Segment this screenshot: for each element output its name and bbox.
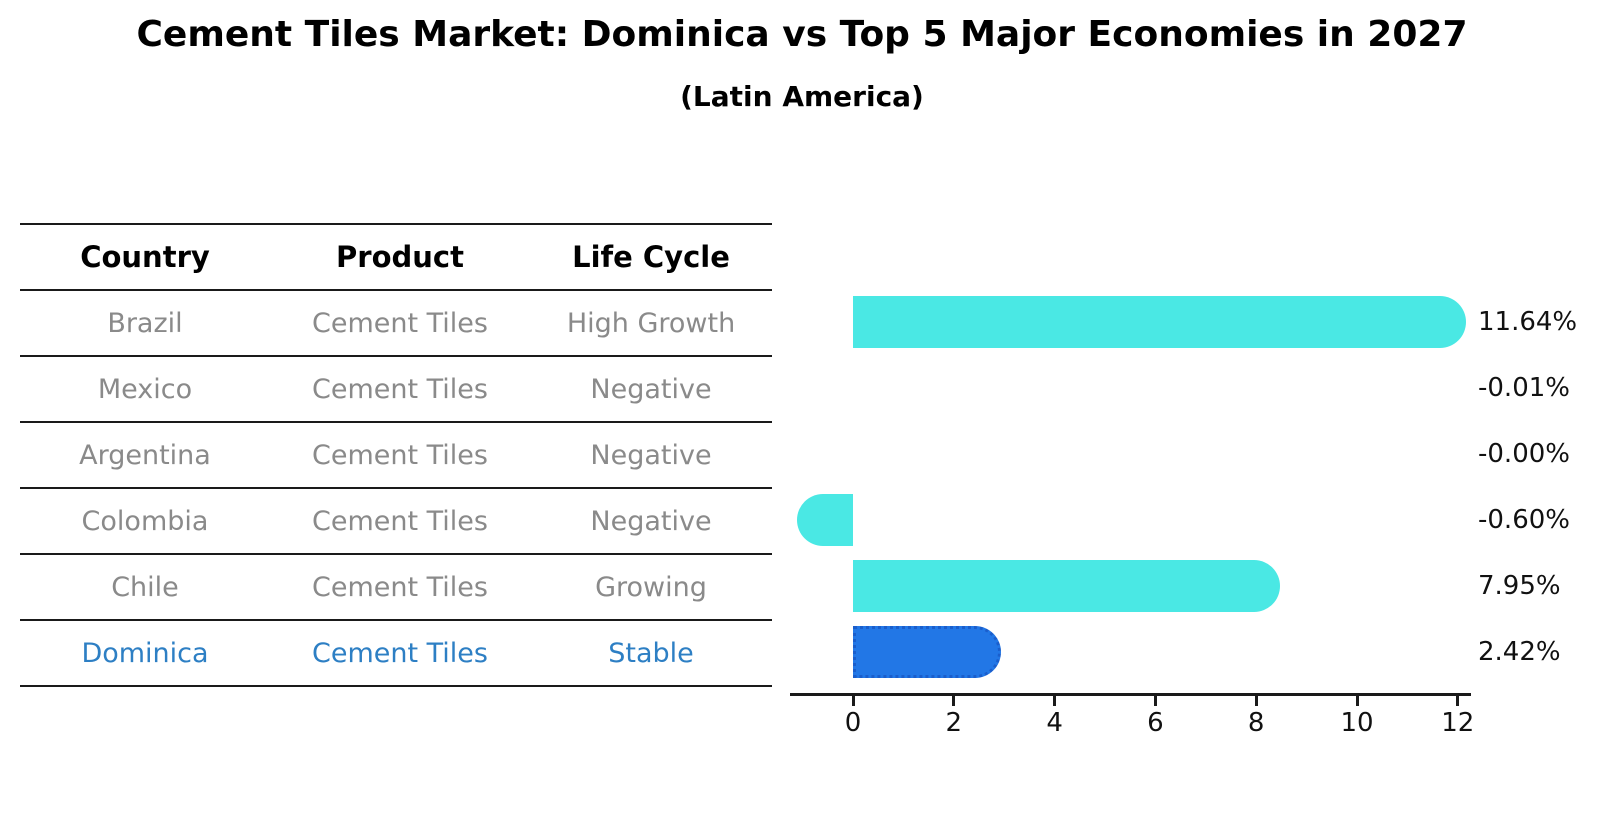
table-cell: Dominica — [81, 637, 209, 669]
x-axis-tick-label: 12 — [1441, 708, 1475, 738]
table-row: Argentina Cement Tiles Negative — [20, 423, 772, 489]
table-cell: High Growth — [566, 307, 736, 339]
page-title: Cement Tiles Market: Dominica vs Top 5 M… — [136, 14, 1468, 55]
table-cell: Growing — [595, 571, 707, 603]
table-row: Colombia Cement Tiles Negative — [20, 489, 772, 555]
x-axis-tick — [1153, 696, 1157, 706]
table-cell: Negative — [590, 373, 712, 405]
table-cell: Brazil — [107, 307, 183, 339]
table-header-cell: Country — [80, 240, 210, 274]
table-cell: Stable — [608, 637, 694, 669]
x-axis-tick — [1355, 696, 1359, 706]
value-label: -0.00% — [1478, 439, 1570, 469]
x-axis-tick — [1053, 696, 1057, 706]
value-label: 7.95% — [1478, 571, 1561, 601]
table-cell: Colombia — [81, 505, 209, 537]
table-header-row: Country Product Life Cycle — [20, 225, 772, 291]
table-header-cell: Product — [336, 240, 464, 274]
table-cell: Cement Tiles — [311, 373, 488, 405]
table-cell: Cement Tiles — [311, 307, 488, 339]
x-axis-tick-label: 4 — [1046, 708, 1063, 738]
bar-brazil — [853, 296, 1466, 348]
bar-chile — [853, 560, 1280, 612]
table-row: Chile Cement Tiles Growing — [20, 555, 772, 621]
table-row: Dominica Cement Tiles Stable — [20, 621, 772, 687]
x-axis-tick — [1456, 696, 1460, 706]
table-cell: Chile — [111, 571, 179, 603]
x-axis-tick — [1254, 696, 1258, 706]
table-cell: Cement Tiles — [311, 571, 488, 603]
bar-colombia — [796, 494, 853, 546]
x-axis-tick-label: 10 — [1340, 708, 1374, 738]
table-header-cell: Life Cycle — [572, 240, 730, 274]
x-axis — [790, 693, 1471, 696]
x-axis-tick-label: 6 — [1147, 708, 1164, 738]
value-label: 2.42% — [1478, 637, 1561, 667]
x-axis-tick-label: 8 — [1247, 708, 1265, 738]
x-axis-tick-label: 2 — [945, 708, 963, 738]
table-cell: Argentina — [79, 439, 211, 471]
value-label: 11.64% — [1478, 307, 1578, 337]
x-axis-tick-label: 0 — [844, 708, 862, 738]
table-cell: Cement Tiles — [311, 439, 488, 471]
x-axis-tick — [851, 696, 855, 706]
table-row: Brazil Cement Tiles High Growth — [20, 291, 772, 357]
page-subtitle: (Latin America) — [680, 80, 924, 113]
x-axis-tick — [952, 696, 956, 706]
table-cell: Cement Tiles — [311, 637, 488, 669]
table-cell: Mexico — [97, 373, 193, 405]
table-cell: Cement Tiles — [311, 505, 488, 537]
table-cell: Negative — [590, 505, 712, 537]
value-label: -0.01% — [1478, 373, 1570, 403]
value-label: -0.60% — [1478, 505, 1570, 535]
bar-dominica — [853, 626, 1001, 678]
table-row: Mexico Cement Tiles Negative — [20, 357, 772, 423]
table-cell: Negative — [590, 439, 712, 471]
comparison-table: Country Product Life Cycle Brazil Cement Til… — [20, 223, 772, 687]
